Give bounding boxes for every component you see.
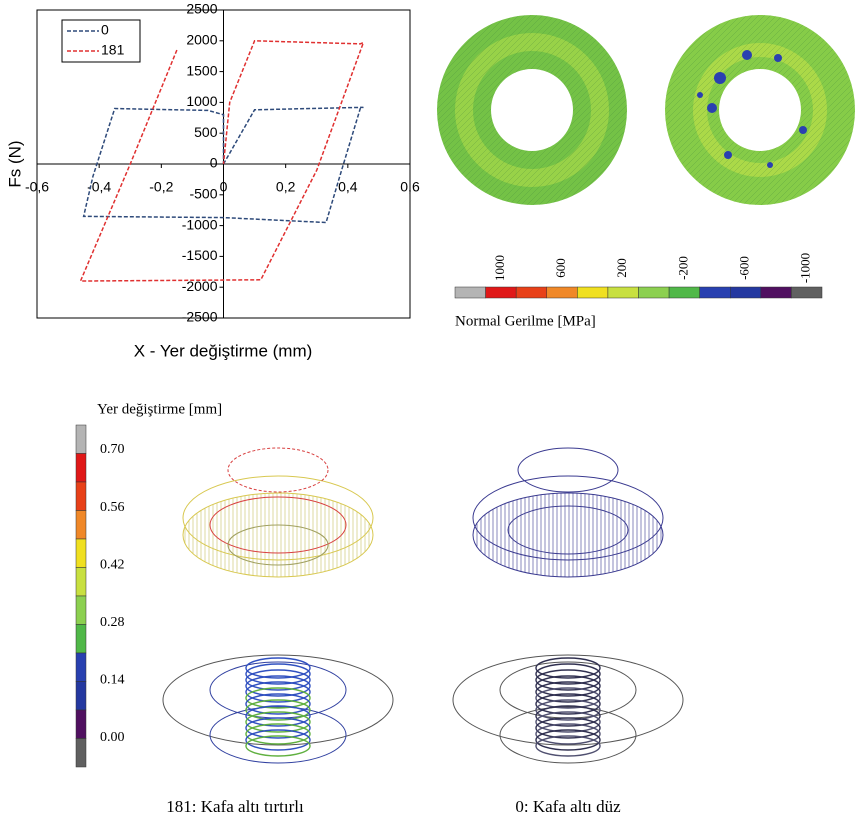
colorbar-cell — [608, 287, 639, 298]
y-tick-label: 500 — [194, 124, 218, 140]
bolt-coil — [246, 712, 310, 732]
colorbar-label: 600 — [553, 258, 568, 278]
fe-model-0 — [453, 448, 683, 763]
colorbar-label: 0.00 — [100, 730, 125, 745]
colorbar-cell — [76, 425, 86, 454]
bolt-coil — [246, 730, 310, 750]
displacement-legend-title: Yer değiştirme [mm] — [97, 401, 222, 417]
colorbar-cell — [76, 596, 86, 625]
bolt-coil — [246, 700, 310, 720]
colorbar-label: 1000 — [492, 255, 507, 281]
bolt-coil — [536, 712, 600, 732]
bolt-coil — [246, 676, 310, 696]
y-tick-label: 1000 — [186, 93, 217, 109]
y-axis-label: Fs (N) — [5, 140, 24, 187]
bolt-coil — [246, 718, 310, 738]
bolt-coil — [536, 688, 600, 708]
colorbar-cell — [76, 511, 86, 540]
bolt-coil — [246, 664, 310, 684]
y-tick-label: -500 — [189, 186, 217, 202]
stress-colorbar: 1000 600 200 -200 -600 -1000 — [455, 253, 822, 298]
x-tick-label: -0,2 — [149, 179, 173, 195]
colorbar-cell — [76, 539, 86, 568]
stress-mesh — [464, 42, 600, 178]
colorbar-cell — [516, 287, 547, 298]
bolt-coil — [246, 724, 310, 744]
colorbar-label: 200 — [614, 258, 629, 278]
bolt-coil — [536, 736, 600, 756]
bolt-coil — [536, 724, 600, 744]
bolt-coil — [246, 688, 310, 708]
colorbar-label: 0.70 — [100, 442, 125, 457]
colorbar-cell — [76, 710, 86, 739]
figure: X - Yer değiştirme (mm) Fs (N) 250020001… — [0, 0, 856, 823]
colorbar-label: -1000 — [798, 253, 813, 283]
y-tick-label: 2000 — [186, 32, 217, 48]
colorbar-cell — [76, 454, 86, 483]
bolt-coil — [536, 658, 600, 678]
x-tick-label: 0,2 — [276, 179, 296, 195]
stress-contours — [464, 42, 828, 178]
bolt-coil — [246, 706, 310, 726]
colorbar-label: 0.56 — [100, 500, 125, 515]
colorbar-cell — [791, 287, 822, 298]
bolt-coil — [536, 730, 600, 750]
y-tick-label: -2500 — [182, 309, 218, 325]
x-tick-label: 0 — [220, 179, 228, 195]
displacement-colorbar: 0.70 0.56 0.42 0.28 0.14 0.00 — [76, 425, 125, 767]
colorbar-cell — [76, 653, 86, 682]
bolt-coil — [536, 706, 600, 726]
caption: 0: Kafa altı düz — [515, 797, 621, 816]
y-tick-label: 0 — [210, 155, 218, 171]
stress-legend-title: Normal Gerilme [MPa] — [455, 313, 596, 329]
x-axis-label: X - Yer değiştirme (mm) — [134, 341, 313, 360]
colorbar-label: 0.28 — [100, 615, 125, 630]
x-tick-label: 0,4 — [338, 179, 358, 195]
colorbar-cell — [639, 287, 670, 298]
colorbar-label: -600 — [737, 256, 752, 280]
colorbar-cell — [76, 625, 86, 654]
colorbar-cell — [76, 739, 86, 768]
x-tick-label: -0,6 — [25, 179, 49, 195]
bolt-coil — [246, 682, 310, 702]
colorbar-cell — [455, 287, 486, 298]
bolt-coil — [536, 676, 600, 696]
colorbar-cell — [547, 287, 578, 298]
colorbar-cell — [669, 287, 700, 298]
bolt-coil — [536, 664, 600, 684]
bolt-coil — [246, 694, 310, 714]
hysteresis-chart: X - Yer değiştirme (mm) Fs (N) 2500 2000 1… — [5, 1, 419, 361]
y-tick-label: -1000 — [182, 216, 218, 232]
fe-model-181 — [163, 448, 393, 763]
bolt-coil — [536, 694, 600, 714]
bolt-coil — [536, 670, 600, 690]
colorbar-cell — [76, 682, 86, 711]
x-tick-label: 0,6 — [400, 179, 420, 195]
series-line — [81, 41, 364, 281]
bolt-coil — [246, 736, 310, 756]
colorbar-cell — [486, 287, 517, 298]
colorbar-cell — [761, 287, 792, 298]
colorbar-cell — [700, 287, 731, 298]
y-tick-label: 2500 — [186, 1, 217, 17]
caption: 181: Kafa altı tırtırlı — [166, 797, 304, 816]
colorbar-cell — [76, 568, 86, 597]
legend-label: 181 — [101, 42, 125, 58]
bolt-coil — [536, 682, 600, 702]
colorbar-cell — [76, 482, 86, 511]
bolt-coil — [246, 670, 310, 690]
colorbar-cell — [577, 287, 608, 298]
bolt-coil — [536, 700, 600, 720]
colorbar-label: -200 — [675, 256, 690, 280]
colorbar-label: 0.14 — [100, 673, 125, 688]
y-tick-label: 1500 — [186, 62, 217, 78]
bolt-coil — [246, 658, 310, 678]
y-tick-label: -1500 — [182, 247, 218, 263]
bolt-coil — [536, 718, 600, 738]
legend-label: 0 — [101, 22, 109, 38]
colorbar-cell — [730, 287, 761, 298]
colorbar-label: 0.42 — [100, 557, 125, 572]
